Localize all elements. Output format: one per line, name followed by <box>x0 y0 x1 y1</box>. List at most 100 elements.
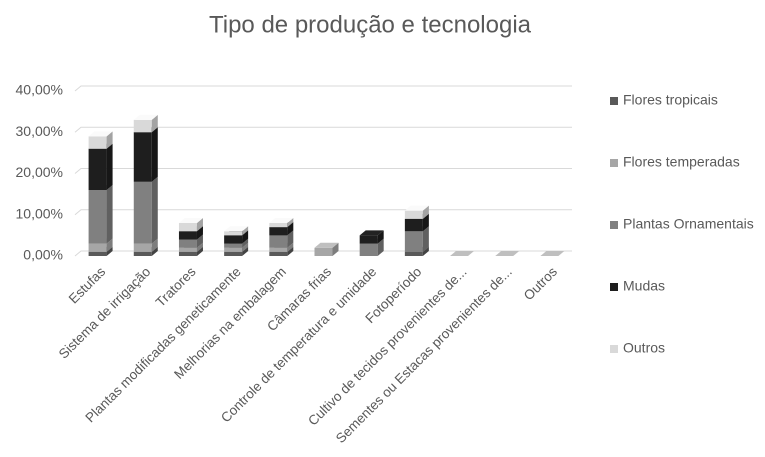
y-tick-label: 40,00% <box>16 82 63 98</box>
x-tick-label: Sistema de irrigação <box>56 264 154 362</box>
bar-front <box>269 227 288 236</box>
bar-front <box>224 247 243 252</box>
bar-top <box>178 218 203 223</box>
bar-side <box>196 246 203 256</box>
bar-side <box>106 131 113 149</box>
bar-segment <box>224 226 249 236</box>
bar-front <box>133 119 152 133</box>
bar-side <box>106 238 113 252</box>
bar-top <box>404 205 429 211</box>
bar-side <box>377 230 384 244</box>
legend-swatch <box>610 159 618 167</box>
bar-segment <box>133 176 158 244</box>
bar-front <box>269 247 288 252</box>
legend-label: Plantas Ornamentais <box>623 216 754 232</box>
bar-side <box>422 213 429 232</box>
bar-front <box>269 235 288 248</box>
legend-swatch <box>610 221 618 229</box>
x-tick-label: Estufas <box>66 264 109 307</box>
bar-side <box>196 218 203 232</box>
legend-swatch <box>610 283 618 291</box>
bar-front <box>88 251 107 256</box>
bar-front <box>88 136 107 149</box>
bar-side <box>151 238 158 252</box>
x-tick-label: Cultivo de tecidos provenientes de... <box>305 264 470 429</box>
legend-label: Outros <box>623 340 665 356</box>
grid-line <box>74 85 572 92</box>
bar-front <box>359 235 378 244</box>
bar-side <box>287 218 294 228</box>
bar-front <box>133 132 152 182</box>
bar-side <box>422 205 429 219</box>
bar-side <box>196 242 203 252</box>
bar-side <box>151 176 158 244</box>
bar-side <box>422 226 429 252</box>
bar-front <box>224 231 243 236</box>
bar-floor <box>540 251 565 256</box>
bar-side <box>287 246 294 256</box>
bar-front <box>133 251 152 256</box>
bar-top <box>224 226 249 232</box>
x-tick-label: Tratores <box>153 264 199 310</box>
bar-segment <box>133 114 158 133</box>
grid-line <box>74 126 572 133</box>
bar-front <box>314 247 333 256</box>
bar-front <box>224 251 243 256</box>
bar-front <box>224 243 243 248</box>
bar-side <box>106 246 113 256</box>
bar-front <box>404 231 423 252</box>
bar-front <box>133 243 152 252</box>
bar-side <box>151 246 158 256</box>
bar-segment <box>88 185 113 244</box>
bar-top <box>314 242 339 248</box>
bar-segment <box>314 242 339 256</box>
bar-segment <box>88 131 113 149</box>
bar-side <box>287 222 294 236</box>
bar-front <box>88 243 107 252</box>
bar-side <box>106 185 113 244</box>
bar-segment <box>404 205 429 219</box>
bar-side <box>377 238 384 256</box>
legend-label: Flores temperadas <box>623 154 740 170</box>
legend-label: Mudas <box>623 278 665 294</box>
bar-front <box>88 190 107 244</box>
bar-top <box>269 218 294 223</box>
bar-front <box>269 223 288 228</box>
bar-front <box>224 235 243 244</box>
bar-floor <box>450 251 475 256</box>
bar-side <box>287 230 294 248</box>
y-tick-label: 10,00% <box>16 205 63 221</box>
y-tick-label: 20,00% <box>16 164 63 180</box>
bar-side <box>151 114 158 133</box>
bar-top <box>133 114 158 120</box>
bar-front <box>404 210 423 219</box>
bar-side <box>242 230 249 244</box>
bar-front <box>404 251 423 256</box>
bar-front <box>404 218 423 232</box>
bar-side <box>242 246 249 256</box>
bar-segment <box>269 218 294 228</box>
bar-segment <box>88 143 113 190</box>
chart-title: Tipo de produção e tecnologia <box>209 11 532 38</box>
bar-front <box>269 251 288 256</box>
legend-swatch <box>610 345 618 353</box>
bar-segment <box>359 230 384 244</box>
y-tick-label: 0,00% <box>23 247 63 263</box>
bar-side <box>422 246 429 256</box>
bar-floor <box>495 251 520 256</box>
bar-front <box>178 239 197 248</box>
bar-side <box>332 242 339 256</box>
bar-side <box>242 226 249 236</box>
bar-side <box>196 234 203 248</box>
bar-front <box>178 231 197 240</box>
bar-side <box>151 127 158 182</box>
bar-front <box>178 251 197 256</box>
bar-top <box>359 230 384 236</box>
legend-label: Flores tropicais <box>623 92 718 108</box>
x-tick-label: Outros <box>521 264 560 303</box>
bar-segment <box>133 127 158 182</box>
bar-side <box>242 242 249 252</box>
bar-side <box>287 242 294 252</box>
bar-segment <box>178 218 203 232</box>
